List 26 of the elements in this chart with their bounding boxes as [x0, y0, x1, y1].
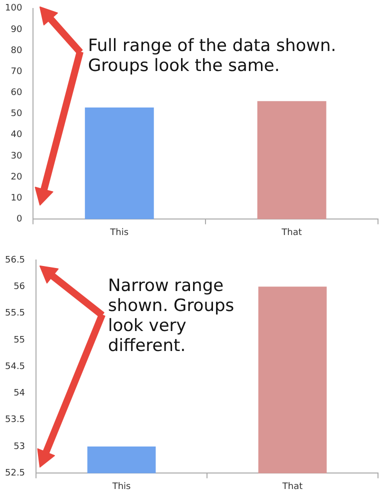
y-tick-label: 30: [10, 151, 22, 162]
y-tick-label: 56: [14, 282, 26, 292]
y-tick-label: 53.5: [4, 415, 26, 426]
y-tick-label: 70: [10, 66, 22, 77]
y-tick-label: 50: [10, 109, 22, 120]
x-tick-label: That: [281, 482, 304, 491]
y-tick-label: 55: [14, 335, 26, 346]
y-tick-label: 60: [10, 88, 22, 98]
y-tick-label: 20: [10, 172, 22, 182]
y-tick-label: 54: [14, 388, 26, 399]
x-tick-label: This: [109, 228, 129, 238]
annotation: Full range of the data shown. Groups look the same.: [88, 36, 338, 76]
annotation: Narrow range shown. Groups look very different.: [108, 276, 236, 356]
y-tick-label: 52.5: [4, 468, 26, 479]
x-tick-label: That: [280, 228, 302, 238]
y-tick-label: 54.5: [4, 362, 26, 372]
y-tick-label: 90: [10, 24, 22, 35]
y-tick-label: 0: [16, 214, 22, 225]
y-tick-label: 53: [14, 442, 26, 452]
y-tick-label: 40: [10, 130, 22, 140]
y-tick-label: 55.5: [4, 308, 26, 319]
x-tick-label: This: [111, 482, 132, 491]
y-tick-label: 56.5: [4, 255, 26, 266]
y-tick-label: 10: [10, 193, 22, 204]
y-tick-label: 100: [4, 4, 22, 14]
y-tick-label: 80: [10, 46, 22, 56]
